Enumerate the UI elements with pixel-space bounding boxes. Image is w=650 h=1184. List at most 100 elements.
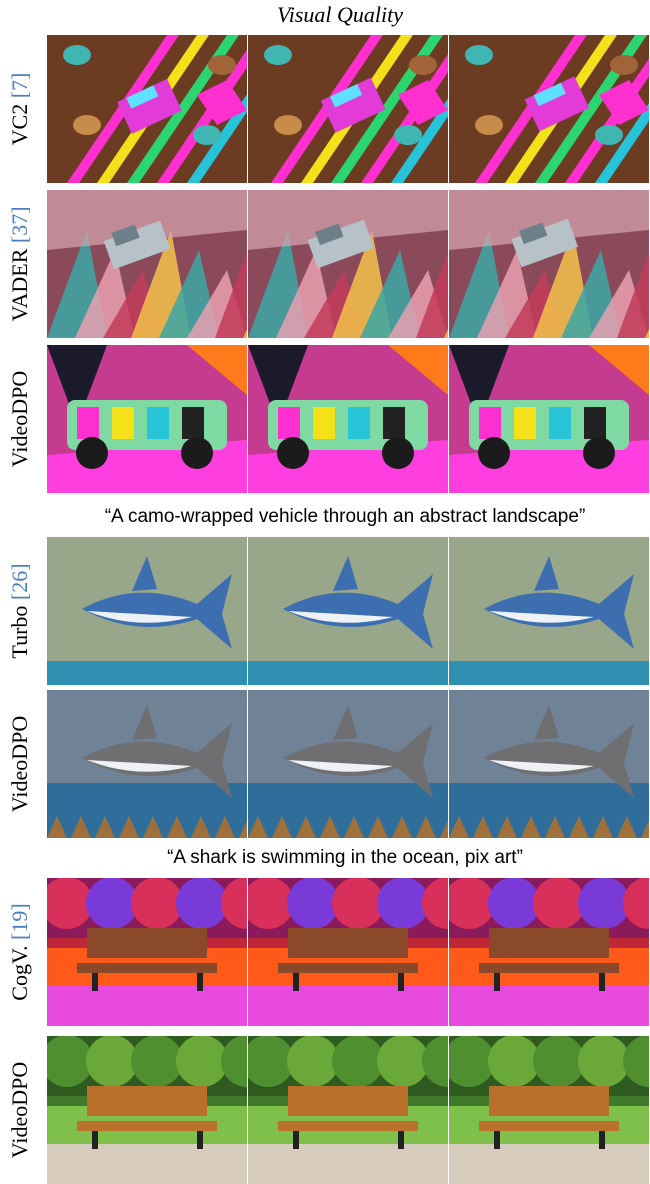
image-shape bbox=[193, 125, 221, 145]
video-frame bbox=[248, 537, 448, 685]
image-region bbox=[147, 407, 169, 439]
image-shape bbox=[277, 437, 309, 469]
video-frame bbox=[248, 345, 448, 493]
image-shape bbox=[131, 877, 183, 929]
image-shape bbox=[131, 1035, 183, 1087]
image-shape bbox=[443, 1035, 495, 1087]
image-region bbox=[92, 1131, 98, 1149]
image-shape bbox=[274, 115, 302, 135]
image-region bbox=[584, 407, 606, 439]
row-label: VC2 [7] bbox=[7, 73, 32, 146]
image-region bbox=[47, 1144, 247, 1184]
image-shape bbox=[41, 877, 93, 929]
image-shape bbox=[176, 1035, 228, 1087]
model-name: VideoDPO bbox=[7, 371, 32, 467]
model-name: VideoDPO bbox=[7, 716, 32, 812]
image-shape bbox=[533, 877, 585, 929]
row-label: Turbo [26] bbox=[7, 563, 32, 658]
image-region bbox=[182, 407, 204, 439]
video-frame bbox=[449, 35, 650, 183]
image-shape bbox=[488, 1035, 540, 1087]
image-shape bbox=[478, 437, 510, 469]
image-shape bbox=[181, 437, 213, 469]
image-region bbox=[278, 963, 418, 973]
image-region bbox=[278, 407, 300, 439]
image-shape bbox=[73, 115, 101, 135]
image-region bbox=[514, 407, 536, 439]
video-frame bbox=[449, 690, 650, 838]
image-shape bbox=[176, 877, 228, 929]
image-shape bbox=[76, 437, 108, 469]
image-region bbox=[494, 1131, 500, 1149]
image-region bbox=[288, 928, 408, 958]
prompt-caption: “A camo-wrapped vehicle through an abstr… bbox=[105, 506, 586, 527]
image-shape bbox=[409, 55, 437, 75]
video-frame bbox=[242, 877, 474, 1026]
image-region bbox=[449, 986, 649, 1026]
image-shape bbox=[242, 877, 294, 929]
image-region bbox=[92, 973, 98, 991]
image-shape bbox=[287, 1035, 339, 1087]
image-shape bbox=[332, 877, 384, 929]
model-name: VC2 bbox=[7, 104, 32, 146]
row-label: VADER [37] bbox=[7, 206, 32, 321]
image-shape bbox=[578, 877, 630, 929]
figure-title: Visual Quality bbox=[277, 2, 403, 27]
video-frame bbox=[443, 1035, 650, 1184]
image-shape bbox=[377, 1035, 429, 1087]
video-frame bbox=[47, 345, 247, 493]
citation: [26] bbox=[7, 563, 32, 600]
image-shape bbox=[63, 45, 91, 65]
video-frame bbox=[449, 190, 650, 338]
image-region bbox=[383, 407, 405, 439]
image-region bbox=[87, 928, 207, 958]
video-frame bbox=[248, 690, 460, 838]
image-region bbox=[449, 661, 649, 685]
video-frame bbox=[47, 690, 259, 838]
image-shape bbox=[488, 877, 540, 929]
image-shape bbox=[610, 55, 638, 75]
image-shape bbox=[332, 1035, 384, 1087]
image-shape bbox=[443, 877, 495, 929]
image-region bbox=[47, 661, 247, 685]
image-shape bbox=[208, 55, 236, 75]
image-shape bbox=[264, 45, 292, 65]
row-label: VideoDPO bbox=[7, 1062, 32, 1158]
image-shape bbox=[86, 877, 138, 929]
video-frame bbox=[41, 877, 273, 1026]
image-region bbox=[248, 661, 448, 685]
row-label: VideoDPO bbox=[7, 716, 32, 812]
image-shape bbox=[465, 45, 493, 65]
image-region bbox=[77, 407, 99, 439]
image-shape bbox=[86, 1035, 138, 1087]
image-region bbox=[398, 1131, 404, 1149]
citation: [37] bbox=[7, 206, 32, 243]
image-region bbox=[479, 963, 619, 973]
image-region bbox=[77, 963, 217, 973]
image-shape bbox=[242, 1035, 294, 1087]
image-shape bbox=[377, 877, 429, 929]
model-name: VideoDPO bbox=[7, 1062, 32, 1158]
image-region bbox=[288, 1086, 408, 1116]
image-region bbox=[77, 1121, 217, 1131]
citation: [19] bbox=[7, 903, 32, 940]
image-shape bbox=[382, 437, 414, 469]
image-region bbox=[278, 1121, 418, 1131]
image-region bbox=[599, 973, 605, 991]
image-region bbox=[489, 1086, 609, 1116]
image-region bbox=[494, 973, 500, 991]
model-name: CogV. bbox=[7, 945, 32, 1000]
image-region bbox=[479, 407, 501, 439]
image-region bbox=[348, 407, 370, 439]
video-frame bbox=[443, 877, 650, 1026]
video-frame bbox=[449, 345, 649, 493]
image-region bbox=[47, 986, 247, 1026]
figure: Visual Quality VC2 [7] VADER [37] VideoDPO… bbox=[0, 0, 650, 1184]
image-region bbox=[112, 407, 134, 439]
video-frame bbox=[242, 1035, 474, 1184]
row-label: CogV. [19] bbox=[7, 903, 32, 1000]
image-region bbox=[87, 1086, 207, 1116]
image-region bbox=[489, 928, 609, 958]
image-shape bbox=[595, 125, 623, 145]
image-shape bbox=[578, 1035, 630, 1087]
